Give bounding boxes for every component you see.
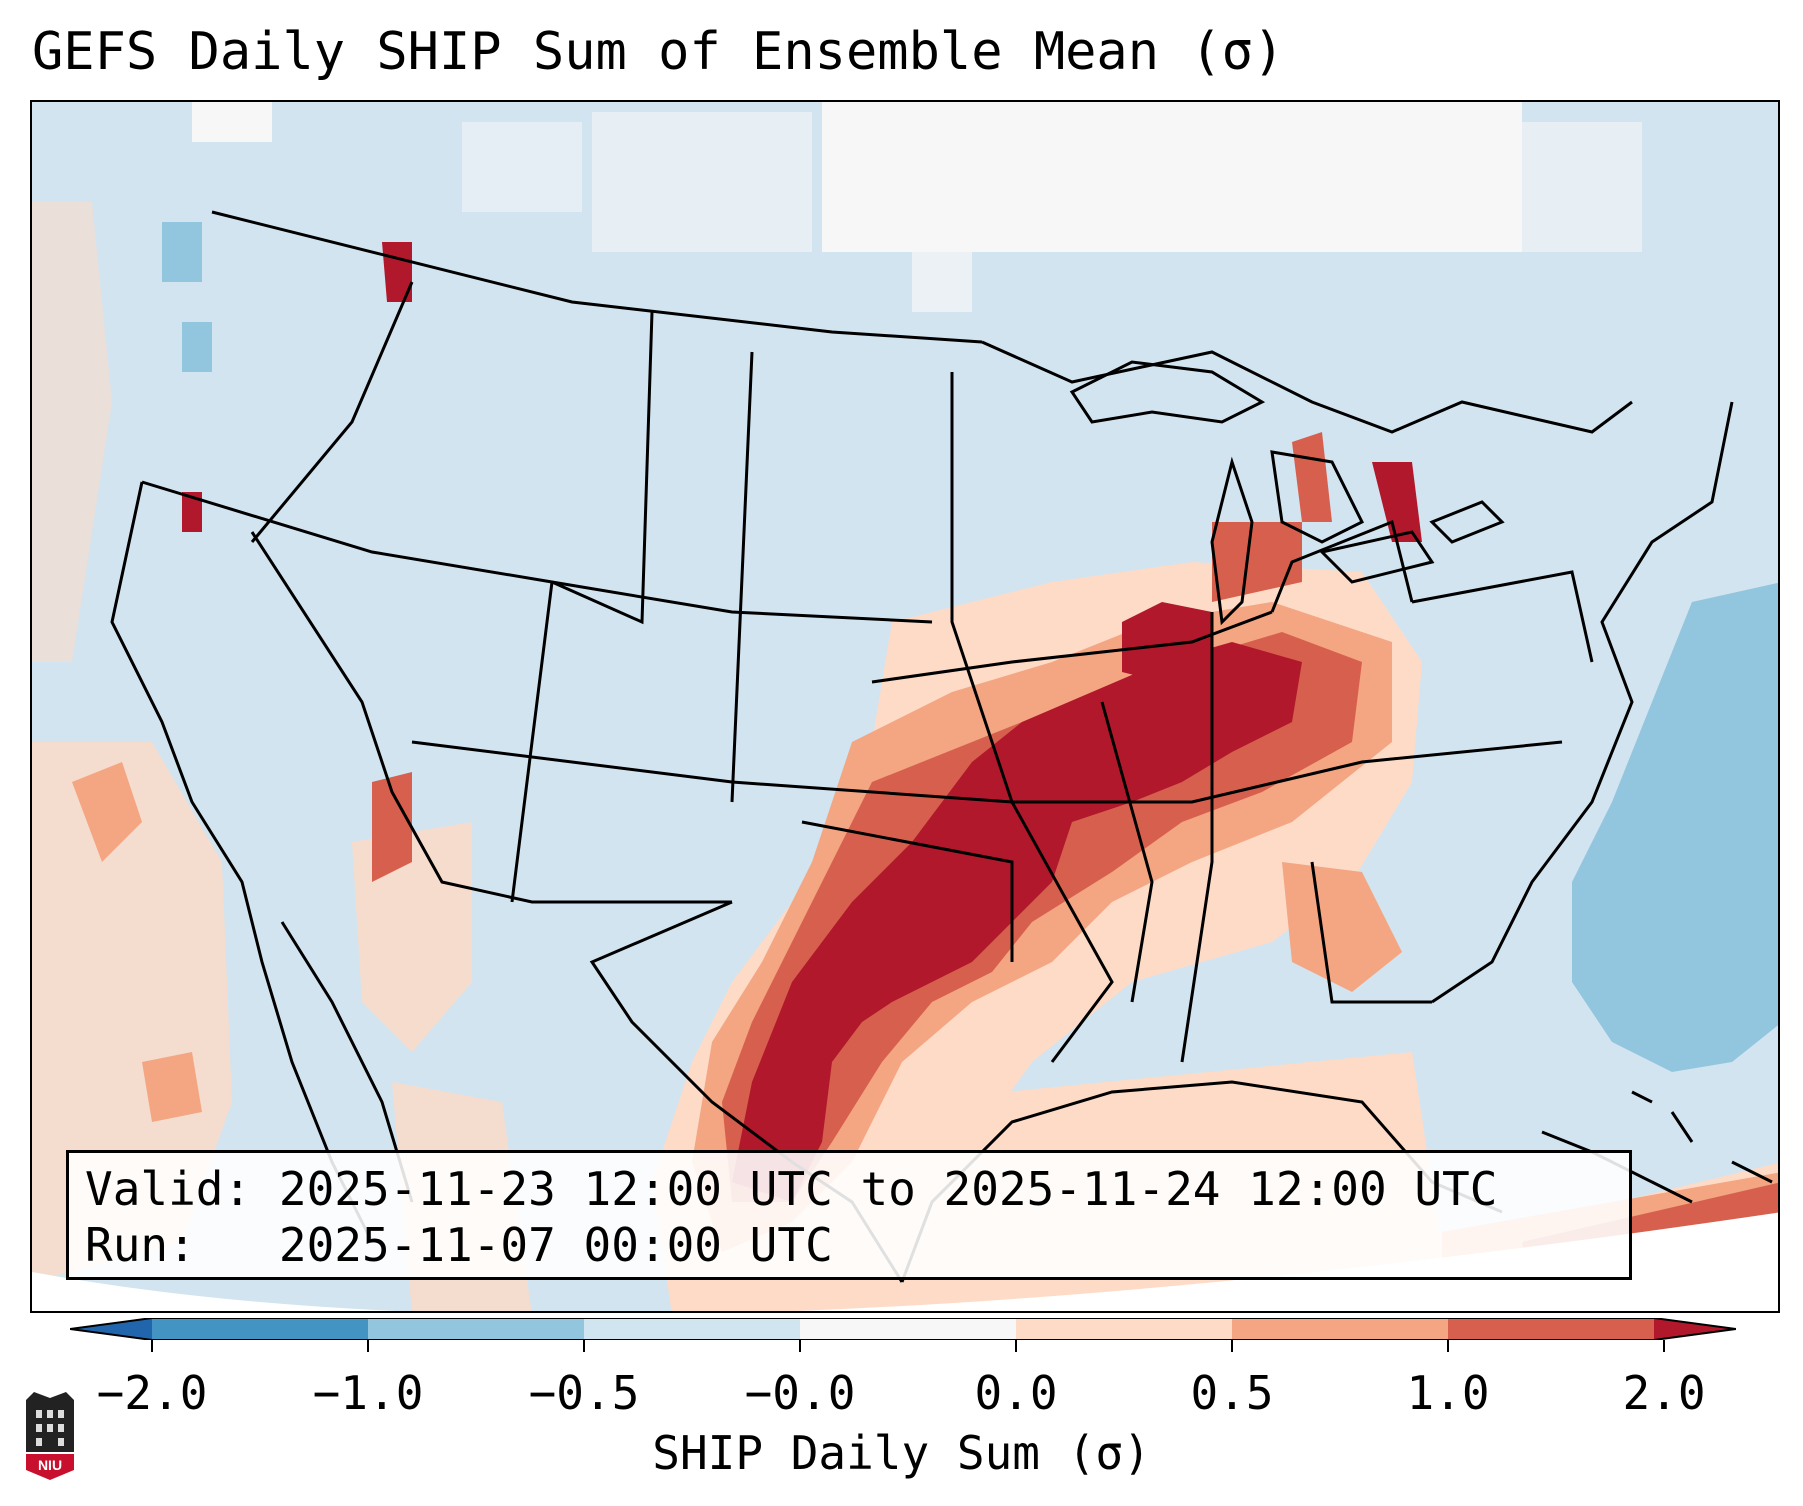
tick-mark xyxy=(1447,1340,1449,1352)
tick-mark xyxy=(799,1340,801,1352)
colorbar-extend-low xyxy=(70,1318,152,1340)
colorbar-segment-zero xyxy=(800,1318,1016,1340)
colorbar-segment-pos-0-05 xyxy=(1016,1318,1232,1340)
colorbar-segment-pos-05-1 xyxy=(1232,1318,1448,1340)
colorbar-segment-neg-05-0 xyxy=(584,1318,800,1340)
map-panel xyxy=(30,100,1780,1313)
tick-mark xyxy=(1015,1340,1017,1352)
tick-mark xyxy=(1663,1340,1665,1352)
tick-label: 0.5 xyxy=(1190,1366,1274,1420)
valid-value: 2025-11-23 12:00 UTC to 2025-11-24 12:00… xyxy=(278,1162,1498,1216)
tick-mark xyxy=(1231,1340,1233,1352)
tick-label: −1.0 xyxy=(312,1366,424,1420)
chart-title: GEFS Daily SHIP Sum of Ensemble Mean (σ) xyxy=(32,22,1285,82)
tick-mark xyxy=(583,1340,585,1352)
tick-label: −2.0 xyxy=(96,1366,208,1420)
negative-anomaly xyxy=(162,222,1778,1072)
colorbar xyxy=(70,1318,1736,1340)
tick-mark xyxy=(367,1340,369,1352)
tick-label: 0.0 xyxy=(974,1366,1058,1420)
tick-label: 1.0 xyxy=(1406,1366,1490,1420)
projection-edge xyxy=(32,1212,1778,1311)
colorbar-segment-pos-1-2 xyxy=(1448,1318,1654,1340)
tick-label: 2.0 xyxy=(1622,1366,1706,1420)
map-svg xyxy=(32,102,1778,1311)
colorbar-segment-neg-1-05 xyxy=(368,1318,584,1340)
niu-logo: NIU xyxy=(26,1392,74,1480)
logo-text: NIU xyxy=(38,1457,62,1473)
tick-mark xyxy=(151,1340,153,1352)
colorbar-label: SHIP Daily Sum (σ) xyxy=(652,1426,1151,1480)
colorbar-segment-neg-2-1 xyxy=(152,1318,368,1340)
valid-label: Valid: xyxy=(85,1162,252,1216)
valid-run-info-box: Valid: 2025-11-23 12:00 UTC to 2025-11-2… xyxy=(66,1150,1632,1280)
tick-label: −0.5 xyxy=(528,1366,640,1420)
colorbar-extend-high xyxy=(1654,1318,1736,1340)
tick-label: −0.0 xyxy=(744,1366,856,1420)
great-lakes xyxy=(1069,360,1505,626)
near-zero-patches xyxy=(192,102,1642,312)
run-value: 2025-11-07 00:00 UTC xyxy=(278,1218,833,1272)
run-label: Run: xyxy=(85,1218,196,1272)
